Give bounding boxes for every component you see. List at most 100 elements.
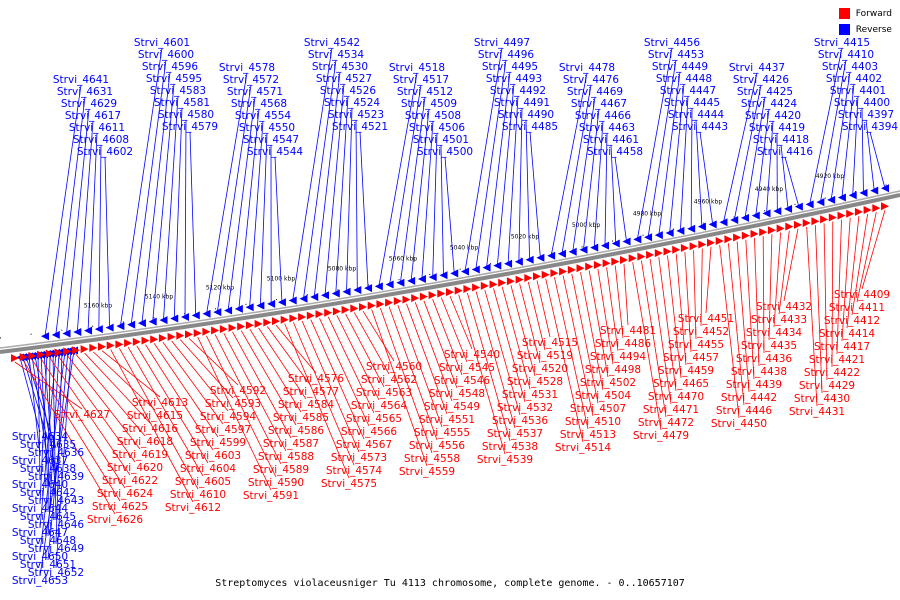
forward-gene[interactable] bbox=[646, 250, 655, 259]
reverse-gene[interactable] bbox=[773, 207, 782, 216]
reverse-gene[interactable] bbox=[288, 296, 297, 305]
reverse-gene[interactable] bbox=[751, 211, 760, 220]
forward-gene[interactable] bbox=[393, 297, 402, 306]
forward-gene[interactable] bbox=[219, 325, 228, 334]
forward-gene[interactable] bbox=[80, 345, 89, 354]
forward-gene[interactable] bbox=[315, 310, 324, 319]
reverse-gene[interactable] bbox=[213, 308, 222, 317]
reverse-gene[interactable] bbox=[654, 231, 663, 240]
forward-gene[interactable] bbox=[28, 351, 37, 360]
reverse-gene[interactable] bbox=[568, 247, 577, 256]
reverse-gene[interactable] bbox=[504, 259, 513, 268]
forward-gene[interactable] bbox=[593, 260, 602, 269]
forward-gene[interactable] bbox=[359, 303, 367, 312]
forward-gene[interactable] bbox=[228, 323, 237, 332]
forward-gene[interactable] bbox=[37, 350, 46, 359]
reverse-gene[interactable] bbox=[342, 287, 351, 296]
forward-gene[interactable] bbox=[750, 229, 759, 238]
forward-gene[interactable] bbox=[846, 209, 855, 218]
reverse-gene[interactable] bbox=[622, 237, 631, 246]
reverse-gene[interactable] bbox=[94, 325, 103, 334]
forward-gene[interactable] bbox=[132, 337, 141, 346]
forward-gene[interactable] bbox=[150, 335, 159, 344]
reverse-gene[interactable] bbox=[837, 193, 846, 202]
forward-gene[interactable] bbox=[402, 295, 411, 304]
forward-gene[interactable] bbox=[872, 204, 881, 213]
reverse-gene[interactable] bbox=[794, 202, 803, 211]
forward-gene[interactable] bbox=[654, 249, 663, 258]
reverse-gene[interactable] bbox=[51, 330, 60, 339]
forward-gene[interactable] bbox=[524, 274, 533, 283]
reverse-gene[interactable] bbox=[590, 243, 599, 252]
forward-gene[interactable] bbox=[11, 354, 19, 363]
forward-gene[interactable] bbox=[19, 353, 28, 362]
reverse-gene[interactable] bbox=[805, 200, 814, 209]
forward-gene[interactable] bbox=[289, 314, 298, 323]
forward-gene[interactable] bbox=[272, 317, 280, 326]
forward-gene[interactable] bbox=[828, 213, 837, 222]
forward-gene[interactable] bbox=[515, 275, 524, 284]
reverse-gene[interactable] bbox=[482, 263, 491, 272]
forward-gene[interactable] bbox=[863, 206, 872, 215]
forward-gene[interactable] bbox=[881, 202, 889, 211]
forward-gene[interactable] bbox=[489, 280, 498, 289]
forward-gene[interactable] bbox=[820, 215, 829, 224]
reverse-gene[interactable] bbox=[687, 224, 696, 233]
forward-gene[interactable] bbox=[498, 278, 507, 287]
reverse-gene[interactable] bbox=[116, 322, 125, 331]
forward-gene[interactable] bbox=[506, 277, 515, 286]
forward-gene[interactable] bbox=[324, 308, 333, 317]
reverse-gene[interactable] bbox=[73, 328, 82, 337]
reverse-gene[interactable] bbox=[536, 253, 545, 262]
forward-gene[interactable] bbox=[98, 342, 106, 351]
forward-gene[interactable] bbox=[280, 315, 289, 324]
reverse-gene[interactable] bbox=[741, 213, 749, 222]
forward-gene[interactable] bbox=[167, 332, 176, 341]
reverse-gene[interactable] bbox=[676, 226, 685, 235]
forward-gene[interactable] bbox=[463, 285, 472, 294]
forward-gene[interactable] bbox=[724, 235, 733, 244]
reverse-gene[interactable] bbox=[719, 218, 728, 227]
reverse-gene[interactable] bbox=[461, 267, 469, 276]
forward-gene[interactable] bbox=[350, 304, 359, 313]
forward-gene[interactable] bbox=[680, 243, 689, 252]
reverse-gene[interactable] bbox=[170, 314, 179, 323]
forward-gene[interactable] bbox=[454, 286, 463, 295]
forward-gene[interactable] bbox=[385, 298, 394, 307]
forward-gene[interactable] bbox=[332, 307, 341, 316]
reverse-gene[interactable] bbox=[374, 282, 383, 291]
forward-gene[interactable] bbox=[715, 237, 724, 246]
forward-gene[interactable] bbox=[776, 224, 785, 233]
forward-gene[interactable] bbox=[185, 330, 193, 339]
forward-gene[interactable] bbox=[237, 322, 246, 331]
forward-gene[interactable] bbox=[733, 233, 742, 242]
forward-gene[interactable] bbox=[802, 219, 811, 228]
reverse-gene[interactable] bbox=[148, 317, 157, 326]
forward-gene[interactable] bbox=[759, 228, 768, 237]
forward-gene[interactable] bbox=[176, 331, 185, 340]
reverse-gene[interactable] bbox=[816, 198, 825, 207]
forward-gene[interactable] bbox=[620, 255, 628, 264]
forward-gene[interactable] bbox=[306, 311, 315, 320]
reverse-gene[interactable] bbox=[256, 301, 265, 310]
forward-gene[interactable] bbox=[663, 247, 672, 256]
reverse-gene[interactable] bbox=[611, 239, 620, 248]
forward-gene[interactable] bbox=[576, 264, 585, 273]
reverse-gene[interactable] bbox=[364, 284, 373, 293]
forward-gene[interactable] bbox=[211, 326, 220, 335]
reverse-gene[interactable] bbox=[525, 255, 534, 264]
forward-gene[interactable] bbox=[115, 340, 124, 349]
reverse-gene[interactable] bbox=[41, 332, 49, 341]
reverse-gene[interactable] bbox=[859, 188, 868, 197]
reverse-gene[interactable] bbox=[547, 251, 556, 260]
reverse-gene[interactable] bbox=[784, 204, 793, 213]
reverse-gene[interactable] bbox=[62, 329, 71, 338]
reverse-gene[interactable] bbox=[870, 186, 879, 195]
forward-gene[interactable] bbox=[585, 262, 594, 271]
forward-gene[interactable] bbox=[672, 245, 681, 254]
forward-gene[interactable] bbox=[202, 327, 211, 336]
forward-gene[interactable] bbox=[533, 272, 541, 281]
reverse-gene[interactable] bbox=[159, 316, 168, 325]
forward-gene[interactable] bbox=[141, 336, 150, 345]
forward-gene[interactable] bbox=[811, 217, 820, 226]
